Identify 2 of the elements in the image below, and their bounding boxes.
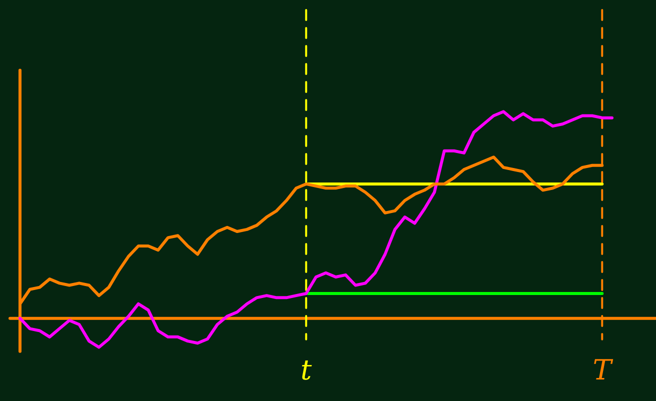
x-tick-label: T — [592, 353, 614, 386]
x-tick-label: t — [300, 353, 312, 386]
